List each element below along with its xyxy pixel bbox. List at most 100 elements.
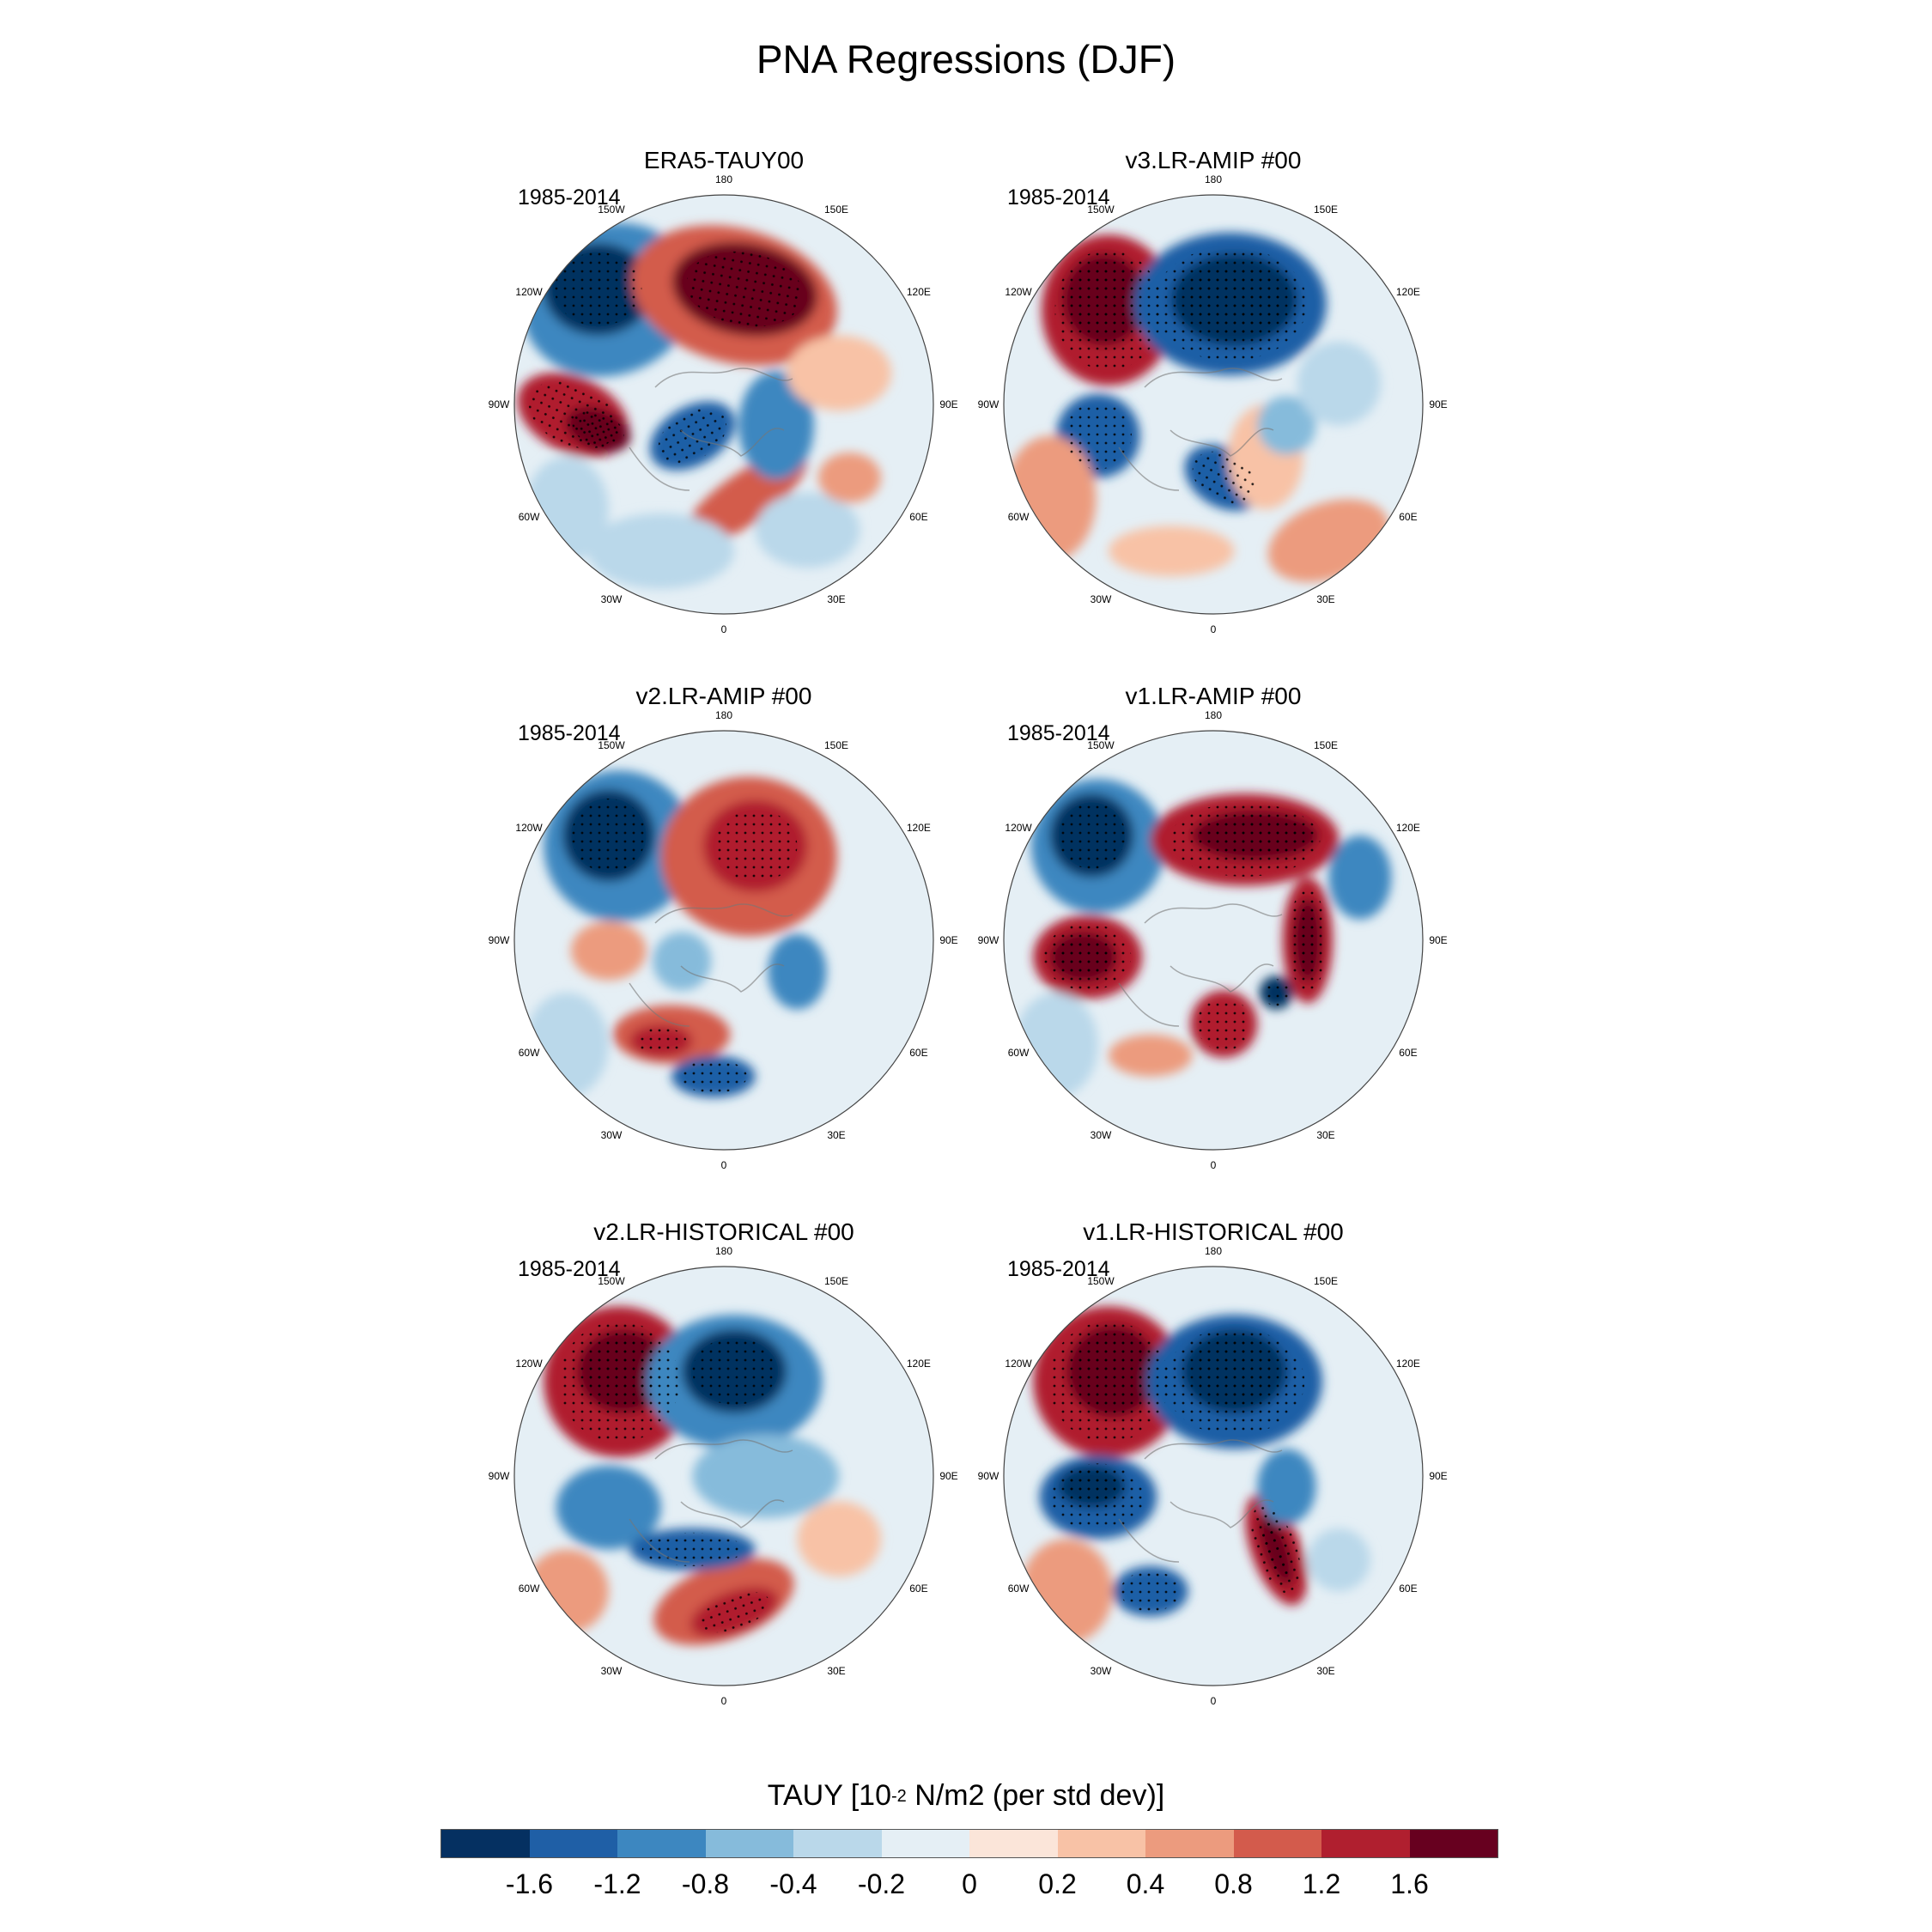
significance-stipple — [554, 252, 642, 326]
longitude-label: 30E — [827, 1129, 845, 1141]
longitude-label: 60W — [1008, 1047, 1030, 1059]
longitude-label: 150W — [1087, 739, 1115, 751]
polar-map: 180 150E 120E 90E 60E 30E 0 30W 60W 90W 120W 150W — [978, 173, 1448, 635]
significance-stipple — [713, 809, 798, 884]
colorbar-box — [705, 1830, 793, 1857]
colorbar-tick-label: 1.6 — [1390, 1868, 1429, 1899]
longitude-label: 60W — [519, 1047, 540, 1059]
significance-stipple — [692, 1337, 776, 1406]
colorbar — [440, 1829, 1498, 1858]
significance-stipple — [686, 251, 804, 327]
colorbar-box — [1409, 1830, 1498, 1857]
panel-period: 1985-2014 — [518, 721, 621, 745]
anomaly-blob — [556, 1465, 661, 1550]
colorbar-tick-label: 0.2 — [1038, 1868, 1077, 1899]
longitude-label: 150E — [1314, 739, 1338, 751]
colorbar-box — [881, 1830, 969, 1857]
longitude-label: 90E — [1429, 398, 1447, 410]
significance-stipple — [1071, 263, 1139, 337]
coastline — [1118, 368, 1283, 491]
colorbar-box — [793, 1830, 882, 1857]
colorbar-box — [969, 1830, 1058, 1857]
field-layer — [1004, 1267, 1423, 1686]
coastline — [1118, 903, 1283, 1027]
significance-stipple — [699, 1592, 770, 1633]
longitude-label: 90E — [939, 398, 957, 410]
anomaly-blob — [692, 1434, 840, 1518]
panel-title: ERA5-TAUY00 — [643, 147, 805, 173]
longitude-label: 60W — [519, 1583, 540, 1595]
longitude-label: 60E — [909, 511, 927, 523]
panel-title: v1.LR-AMIP #00 — [1125, 683, 1302, 709]
figure-title: PNA Regressions (DJF) — [756, 37, 1176, 82]
longitude-label: 90E — [939, 934, 957, 946]
colorbar-box — [529, 1830, 617, 1857]
anomaly-blob — [1297, 341, 1382, 426]
longitude-label: 30W — [1091, 1129, 1112, 1141]
significance-stipple — [1183, 263, 1285, 337]
colorbar-tick-label: -0.8 — [681, 1868, 730, 1899]
longitude-label: 90W — [489, 1470, 510, 1482]
anomaly-blob — [525, 993, 609, 1097]
longitude-label: 120W — [515, 286, 543, 298]
longitude-label: 0 — [721, 623, 727, 635]
longitude-label: 150W — [1087, 204, 1115, 216]
significance-stipple — [1064, 402, 1132, 470]
longitude-label: 150W — [598, 204, 625, 216]
longitude-label: 0 — [1211, 1159, 1217, 1171]
longitude-label: 180 — [715, 1245, 732, 1257]
longitude-label: 120E — [1396, 286, 1420, 298]
panel-period: 1985-2014 — [1007, 1257, 1110, 1281]
anomaly-blob — [1109, 526, 1235, 577]
significance-stipple — [1196, 997, 1251, 1051]
longitude-label: 90E — [939, 1470, 957, 1482]
longitude-label: 90W — [978, 1470, 999, 1482]
colorbar-tick-label: 0 — [962, 1868, 977, 1899]
longitude-label: 180 — [1205, 1245, 1222, 1257]
colorbar-box — [617, 1830, 706, 1857]
significance-stipple — [572, 411, 624, 448]
longitude-label: 60W — [1008, 511, 1030, 523]
longitude-label: 60W — [1008, 1583, 1030, 1595]
anomaly-blob — [768, 933, 827, 1010]
map-border — [1003, 730, 1424, 1151]
polar-map: 180 150E 120E 90E 60E 30E 0 30W 60W 90W 120W 150W — [489, 1245, 958, 1707]
panel-period: 1985-2014 — [518, 1257, 621, 1281]
significance-stipple — [571, 799, 646, 872]
colorbar-box — [1145, 1830, 1234, 1857]
map-border — [513, 1266, 934, 1686]
polar-map: 180 150E 120E 90E 60E 30E 0 30W 60W 90W 120W 150W — [978, 1245, 1448, 1707]
significance-stipple — [1192, 1337, 1277, 1406]
longitude-label: 90W — [489, 398, 510, 410]
significance-stipple — [1205, 815, 1306, 856]
longitude-label: 120W — [1005, 822, 1032, 834]
longitude-label: 90W — [489, 934, 510, 946]
colorbar-tick-label: 1.2 — [1302, 1868, 1341, 1899]
colorbar-tick-label: 0.4 — [1126, 1868, 1165, 1899]
anomaly-blob — [1109, 1034, 1193, 1077]
longitude-label: 150E — [1314, 1275, 1338, 1287]
colorbar-title-main: TAUY [10 — [767, 1779, 892, 1812]
longitude-label: 120W — [1005, 286, 1032, 298]
anomaly-blob — [1257, 396, 1316, 455]
significance-stipple — [658, 408, 727, 464]
longitude-label: 120E — [907, 822, 931, 834]
longitude-label: 90E — [1429, 1470, 1447, 1482]
polar-map: 180 150E 120E 90E 60E 30E 0 30W 60W 90W 120W 150W — [489, 709, 958, 1171]
longitude-label: 150E — [824, 204, 848, 216]
colorbar-tick-label: -0.4 — [769, 1868, 817, 1899]
longitude-label: 30W — [601, 1665, 623, 1677]
field-layer — [514, 195, 933, 614]
map-border — [513, 730, 934, 1151]
field-layer — [514, 1267, 933, 1686]
longitude-label: 0 — [1211, 623, 1217, 635]
longitude-label: 120E — [907, 1358, 931, 1370]
longitude-label: 60E — [1399, 1047, 1417, 1059]
field-background — [1004, 1267, 1423, 1686]
anomaly-blob — [1307, 1528, 1370, 1592]
longitude-label: 120W — [515, 822, 543, 834]
colorbar-title-exponent: -2 — [891, 1787, 907, 1806]
polar-map: 180 150E 120E 90E 60E 30E 0 30W 60W 90W 120W 150W — [489, 173, 958, 635]
longitude-label: 60E — [1399, 511, 1417, 523]
longitude-label: 180 — [1205, 709, 1222, 721]
